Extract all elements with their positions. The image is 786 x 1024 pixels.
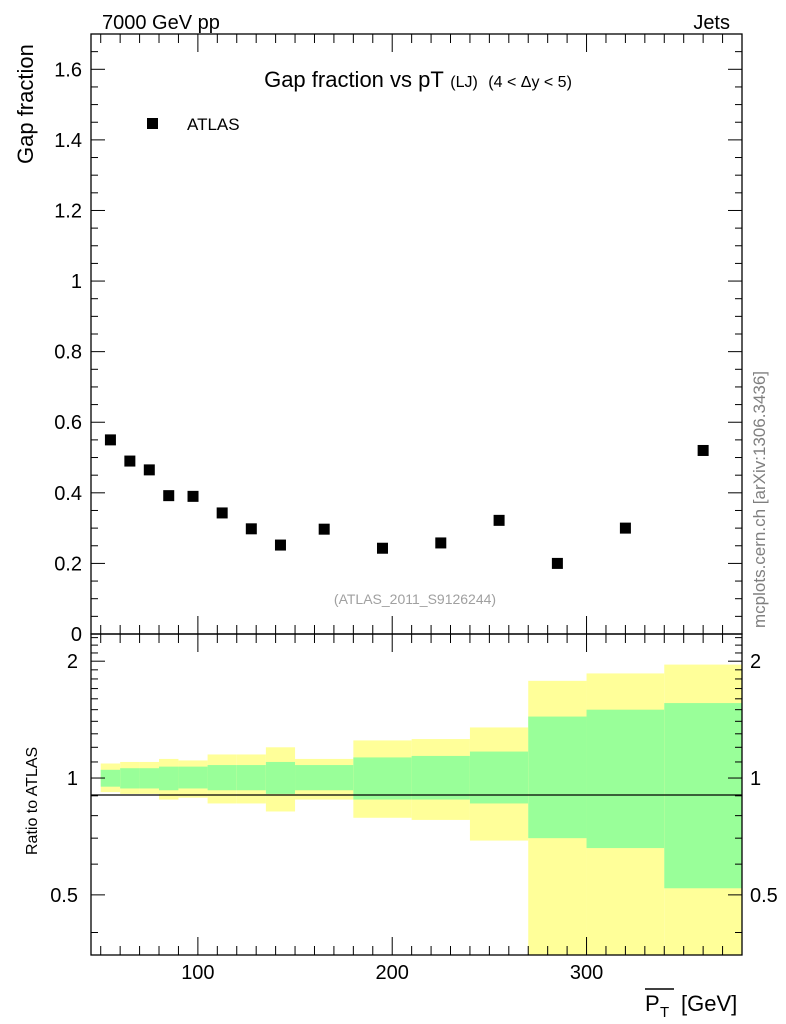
- y-tick-label: 0.2: [54, 553, 82, 575]
- header-left: 7000 GeV pp: [102, 12, 220, 34]
- ratio-y-tick-label-left: 0.5: [50, 885, 78, 907]
- inner-band: [586, 709, 665, 849]
- ratio-y-axis-label: Ratio to ATLAS: [24, 747, 41, 855]
- inner-band: [120, 768, 140, 789]
- ratio-plot-y-tick-labels: 0.5 0.5 1 1 2 2: [50, 651, 778, 907]
- inner-band: [265, 761, 296, 794]
- inner-band: [411, 755, 470, 800]
- main-plot-panel: 0 0.2 0.4 0.6 0.8 1 1.2 1.4 1.6 Gap fraction Gap…: [13, 33, 743, 646]
- plot-title-main: Gap fraction vs pT: [264, 67, 444, 92]
- inner-band: [664, 703, 742, 889]
- inner-band: [207, 765, 237, 791]
- header-right: Jets: [693, 12, 730, 34]
- data-point: [318, 523, 330, 535]
- legend-marker-atlas: [147, 118, 158, 129]
- x-axis-label-main: P: [645, 991, 660, 1016]
- data-point: [376, 542, 388, 554]
- data-point: [619, 522, 631, 534]
- data-point: [493, 514, 505, 526]
- data-point: [187, 490, 199, 502]
- data-point: [274, 539, 286, 551]
- y-tick-label: 0.4: [54, 483, 82, 505]
- x-axis-label: P T [GeV]: [645, 988, 737, 1021]
- inner-band: [295, 765, 354, 791]
- data-point: [551, 557, 563, 569]
- data-point: [124, 455, 136, 467]
- data-point: [163, 490, 175, 502]
- x-tick-label: 100: [181, 962, 214, 984]
- data-point: [245, 523, 257, 535]
- data-point: [697, 444, 709, 456]
- y-tick-label: 0: [71, 624, 82, 646]
- ratio-plot-panel: 0.5 0.5 1 1 2 2 100 200 300 Ratio to ATLAS P T …: [24, 633, 778, 1021]
- inner-band: [178, 766, 208, 789]
- y-tick-label: 1.2: [54, 200, 82, 222]
- x-axis-label-subscript: T: [660, 1004, 669, 1021]
- inner-band: [469, 751, 529, 804]
- y-tick-label: 1.4: [54, 130, 82, 152]
- x-tick-label: 200: [376, 962, 409, 984]
- x-axis-tick-labels: 100 200 300: [181, 962, 603, 984]
- inner-band: [353, 757, 412, 800]
- plot-title: Gap fraction vs pT (LJ) (4 < Δy < 5): [264, 67, 572, 92]
- inner-band: [159, 766, 179, 791]
- y-axis-label: Gap fraction: [13, 44, 38, 164]
- plot-title-sub: (LJ): [450, 74, 478, 91]
- analysis-watermark: (ATLAS_2011_S9126244): [334, 591, 496, 607]
- data-point: [143, 464, 155, 476]
- inner-band: [528, 716, 587, 839]
- inner-band: [236, 765, 266, 791]
- data-point: [104, 434, 116, 446]
- ratio-uncertainty-bands: [100, 664, 742, 955]
- ratio-y-tick-label-left: 1: [67, 768, 78, 790]
- data-point: [435, 537, 447, 549]
- main-plot-ticks: [91, 33, 742, 635]
- data-point: [216, 507, 228, 519]
- main-plot-y-tick-labels: 0 0.2 0.4 0.6 0.8 1 1.2 1.4 1.6: [54, 59, 82, 646]
- inner-band: [139, 768, 160, 789]
- x-axis-label-unit: [GeV]: [681, 991, 737, 1016]
- y-tick-label: 0.6: [54, 412, 82, 434]
- ratio-y-tick-label-right: 2: [750, 651, 761, 673]
- inner-band: [100, 769, 121, 787]
- svg-text:P: P: [645, 991, 660, 1016]
- y-tick-label: 1: [71, 271, 82, 293]
- ratio-plot-ticks: [91, 634, 742, 955]
- y-tick-label: 1.6: [54, 59, 82, 81]
- plot-title-range: (4 < Δy < 5): [488, 74, 572, 91]
- legend-label-atlas: ATLAS: [187, 115, 240, 134]
- ratio-y-tick-label-right: 0.5: [750, 885, 778, 907]
- y-tick-label: 0.8: [54, 342, 82, 364]
- main-plot-data-points: [104, 434, 709, 569]
- x-tick-label: 300: [570, 962, 603, 984]
- ratio-y-tick-label-left: 2: [67, 651, 78, 673]
- side-watermark: mcplots.cern.ch [arXiv:1306.3436]: [750, 371, 769, 628]
- ratio-plot-frame: [90, 633, 743, 956]
- ratio-y-tick-label-right: 1: [750, 768, 761, 790]
